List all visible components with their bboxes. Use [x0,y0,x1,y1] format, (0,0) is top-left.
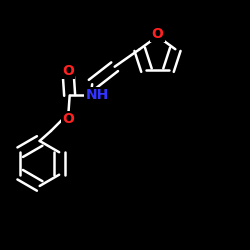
Text: O: O [62,64,74,78]
Text: O: O [152,27,164,41]
Text: O: O [62,112,74,126]
Text: NH: NH [86,88,109,102]
